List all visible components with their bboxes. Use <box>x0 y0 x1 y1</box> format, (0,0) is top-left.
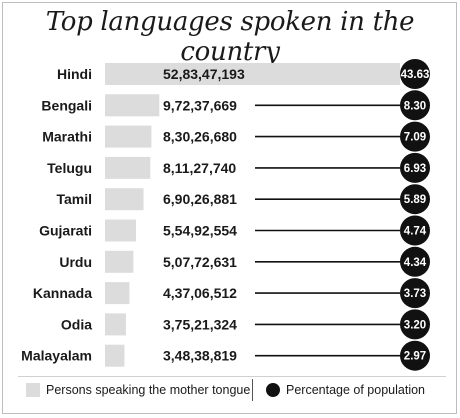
legend-bar-swatch <box>26 383 40 397</box>
chart-frame <box>2 2 457 414</box>
legend-separator <box>252 379 253 401</box>
dot-tamil <box>400 184 430 215</box>
dot-telugu <box>400 152 430 183</box>
bar-telugu <box>105 156 151 179</box>
legend: Persons speaking the mother tongue Perce… <box>18 376 446 405</box>
value-label-marathi: 8,30,26,680 <box>163 129 237 145</box>
category-label-odia: Odia <box>61 316 92 332</box>
percentage-label-tamil: 5.89 <box>404 194 426 206</box>
dot-malayalam <box>400 340 430 371</box>
category-label-malayalam: Malayalam <box>21 348 92 364</box>
legend-item-percentage: Percentage of population <box>266 383 425 397</box>
category-label-hindi: Hindi <box>57 66 92 82</box>
dot-kannada <box>400 278 430 309</box>
percentage-label-bengali: 8.30 <box>404 100 426 112</box>
value-label-odia: 3,75,21,324 <box>163 316 237 332</box>
dot-marathi <box>400 121 430 152</box>
chart-title: Top languages spoken in the country <box>45 7 415 67</box>
dot-bengali <box>400 90 430 121</box>
value-label-hindi: 52,83,47,193 <box>163 66 245 82</box>
bar-tamil <box>105 188 144 211</box>
percentage-label-malayalam: 2.97 <box>404 351 426 363</box>
legend-dot-swatch <box>266 383 280 397</box>
bar-kannada <box>105 282 130 305</box>
bar-urdu <box>105 250 134 273</box>
value-label-malayalam: 3,48,38,819 <box>163 348 237 364</box>
category-label-marathi: Marathi <box>42 129 92 145</box>
category-label-tamil: Tamil <box>56 191 92 207</box>
bar-gujarati <box>105 219 136 242</box>
percentage-label-gujarati: 4.74 <box>404 226 427 238</box>
dot-hindi <box>400 59 430 89</box>
dot-odia <box>400 309 430 340</box>
value-label-tamil: 6,90,26,881 <box>163 191 237 207</box>
percentage-label-telugu: 6.93 <box>404 163 426 175</box>
dot-gujarati <box>400 215 430 246</box>
value-label-urdu: 5,07,72,631 <box>163 254 237 270</box>
category-label-urdu: Urdu <box>59 254 92 270</box>
bar-malayalam <box>105 344 125 367</box>
legend-item-persons: Persons speaking the mother tongue <box>26 383 250 397</box>
value-label-bengali: 9,72,37,669 <box>163 97 237 113</box>
category-label-kannada: Kannada <box>33 285 92 301</box>
legend-label-persons: Persons speaking the mother tongue <box>46 383 251 397</box>
dot-urdu <box>400 246 430 277</box>
percentage-label-marathi: 7.09 <box>404 132 426 144</box>
percentage-label-odia: 3.20 <box>404 319 426 331</box>
value-label-gujarati: 5,54,92,554 <box>163 223 237 239</box>
bar-marathi <box>105 125 152 148</box>
bar-hindi <box>105 63 400 85</box>
category-label-bengali: Bengali <box>41 97 92 113</box>
value-label-kannada: 4,37,06,512 <box>163 285 237 301</box>
percentage-label-kannada: 3.73 <box>404 288 426 300</box>
value-label-telugu: 8,11,27,740 <box>163 160 236 176</box>
bar-bengali <box>105 94 160 117</box>
percentage-label-urdu: 4.34 <box>404 257 427 269</box>
percentage-label-hindi: 43.63 <box>401 69 430 81</box>
bar-odia <box>105 313 126 336</box>
legend-label-percentage: Percentage of population <box>286 383 425 397</box>
category-label-telugu: Telugu <box>47 160 92 176</box>
category-label-gujarati: Gujarati <box>39 223 92 239</box>
